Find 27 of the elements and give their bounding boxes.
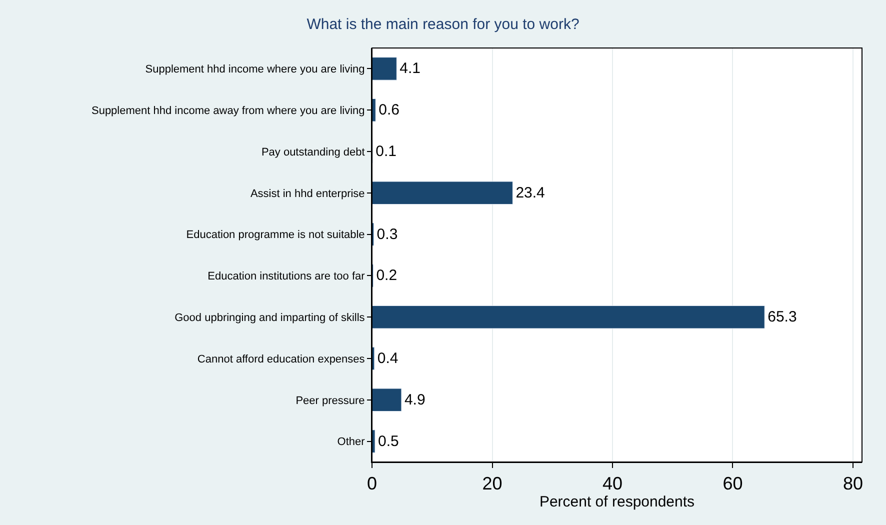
y-tick-label: Peer pressure <box>296 394 365 407</box>
y-tick-label: Education programme is not suitable <box>186 229 365 242</box>
y-tick-label: Supplement hhd income away from where you are living <box>91 104 365 117</box>
y-tick-label: Other <box>337 436 366 448</box>
y-tick-label: Assist in hhd enterprise <box>250 188 365 200</box>
data-label: 0.4 <box>377 350 398 367</box>
x-tick-label: 40 <box>602 474 623 494</box>
chart-title: What is the main reason for you to work? <box>306 16 580 33</box>
data-label: 0.3 <box>376 226 398 243</box>
data-label: 0.5 <box>378 432 399 450</box>
y-tick-label: Cannot afford education expenses <box>197 353 366 366</box>
y-tick-label: Supplement hhd income where you are living <box>145 64 365 76</box>
data-label: 23.4 <box>516 184 545 202</box>
data-label: 0.2 <box>376 267 398 284</box>
x-tick-label: 80 <box>842 474 863 494</box>
x-tick-label: 60 <box>722 474 743 494</box>
x-tick-label: 0 <box>366 474 378 494</box>
data-label: 65.3 <box>768 308 797 326</box>
data-label: 0.6 <box>378 102 400 119</box>
x-axis-title: Percent of respondents <box>539 494 695 511</box>
y-tick-label: Education institutions are too far <box>208 270 366 283</box>
y-tick-label: Good upbringing and imparting of skills <box>174 312 366 324</box>
y-tick-label: Pay outstanding debt <box>261 146 365 158</box>
data-label: 4.9 <box>404 391 426 408</box>
data-label: 0.1 <box>376 143 396 160</box>
x-tick-label: 20 <box>482 474 502 494</box>
data-label: 4.1 <box>400 60 421 78</box>
